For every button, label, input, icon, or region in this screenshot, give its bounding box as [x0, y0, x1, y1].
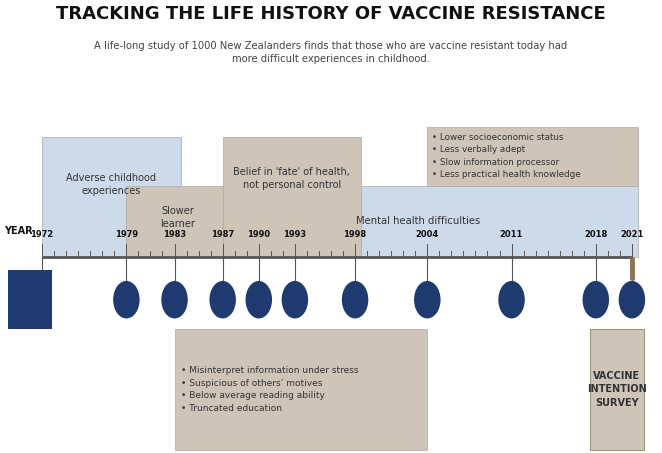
FancyBboxPatch shape	[175, 329, 427, 450]
Text: BIRTH
(AGE): BIRTH (AGE)	[16, 289, 44, 310]
FancyBboxPatch shape	[222, 137, 361, 257]
Text: VACCINE
INTENTION
SURVEY: VACCINE INTENTION SURVEY	[587, 371, 647, 408]
Text: TRACKING THE LIFE HISTORY OF VACCINE RESISTANCE: TRACKING THE LIFE HISTORY OF VACCINE RES…	[56, 5, 606, 23]
Text: Adverse childhood
experiences: Adverse childhood experiences	[66, 173, 156, 197]
Text: 2011: 2011	[500, 231, 523, 239]
Ellipse shape	[498, 281, 525, 318]
Text: 38: 38	[505, 295, 518, 304]
Ellipse shape	[209, 281, 236, 318]
Text: 1972: 1972	[30, 231, 54, 239]
FancyBboxPatch shape	[9, 270, 52, 329]
Text: 11: 11	[168, 295, 181, 304]
FancyBboxPatch shape	[42, 137, 181, 257]
Ellipse shape	[619, 281, 645, 318]
Text: 45: 45	[589, 295, 602, 304]
Text: 15: 15	[216, 295, 229, 304]
Text: • Misinterpret information under stress
• Suspicious of others’ motives
• Below : • Misinterpret information under stress …	[181, 366, 358, 413]
FancyBboxPatch shape	[259, 186, 638, 257]
Ellipse shape	[162, 281, 188, 318]
Text: 2018: 2018	[584, 231, 608, 239]
Text: 32: 32	[421, 295, 434, 304]
Ellipse shape	[281, 281, 308, 318]
Text: 2004: 2004	[416, 231, 439, 239]
Ellipse shape	[414, 281, 440, 318]
Text: 26: 26	[349, 295, 361, 304]
Ellipse shape	[113, 281, 140, 318]
Ellipse shape	[583, 281, 609, 318]
Ellipse shape	[246, 281, 272, 318]
Text: YEAR: YEAR	[4, 226, 32, 236]
Text: 21: 21	[289, 295, 301, 304]
Text: Belief in 'fate' of health,
not personal control: Belief in 'fate' of health, not personal…	[234, 167, 350, 190]
Text: 18: 18	[252, 295, 265, 304]
Text: A life-long study of 1000 New Zealanders finds that those who are vaccine resist: A life-long study of 1000 New Zealanders…	[95, 41, 567, 64]
Text: 2021: 2021	[620, 231, 643, 239]
Text: 49: 49	[626, 295, 638, 304]
Text: 1983: 1983	[163, 231, 186, 239]
Ellipse shape	[342, 281, 368, 318]
Text: 1979: 1979	[115, 231, 138, 239]
Text: 1993: 1993	[283, 231, 307, 239]
Text: 1990: 1990	[247, 231, 270, 239]
FancyBboxPatch shape	[126, 186, 228, 257]
FancyBboxPatch shape	[427, 127, 638, 186]
Text: Slower
learner: Slower learner	[160, 206, 195, 229]
Text: 7: 7	[123, 295, 130, 304]
Text: • Lower socioeconomic status
• Less verbally adept
• Slow information processor
: • Lower socioeconomic status • Less verb…	[432, 133, 581, 179]
Text: 1987: 1987	[211, 231, 234, 239]
Text: Mental health difficulties: Mental health difficulties	[356, 217, 480, 226]
Text: 1998: 1998	[344, 231, 367, 239]
FancyBboxPatch shape	[590, 329, 644, 450]
